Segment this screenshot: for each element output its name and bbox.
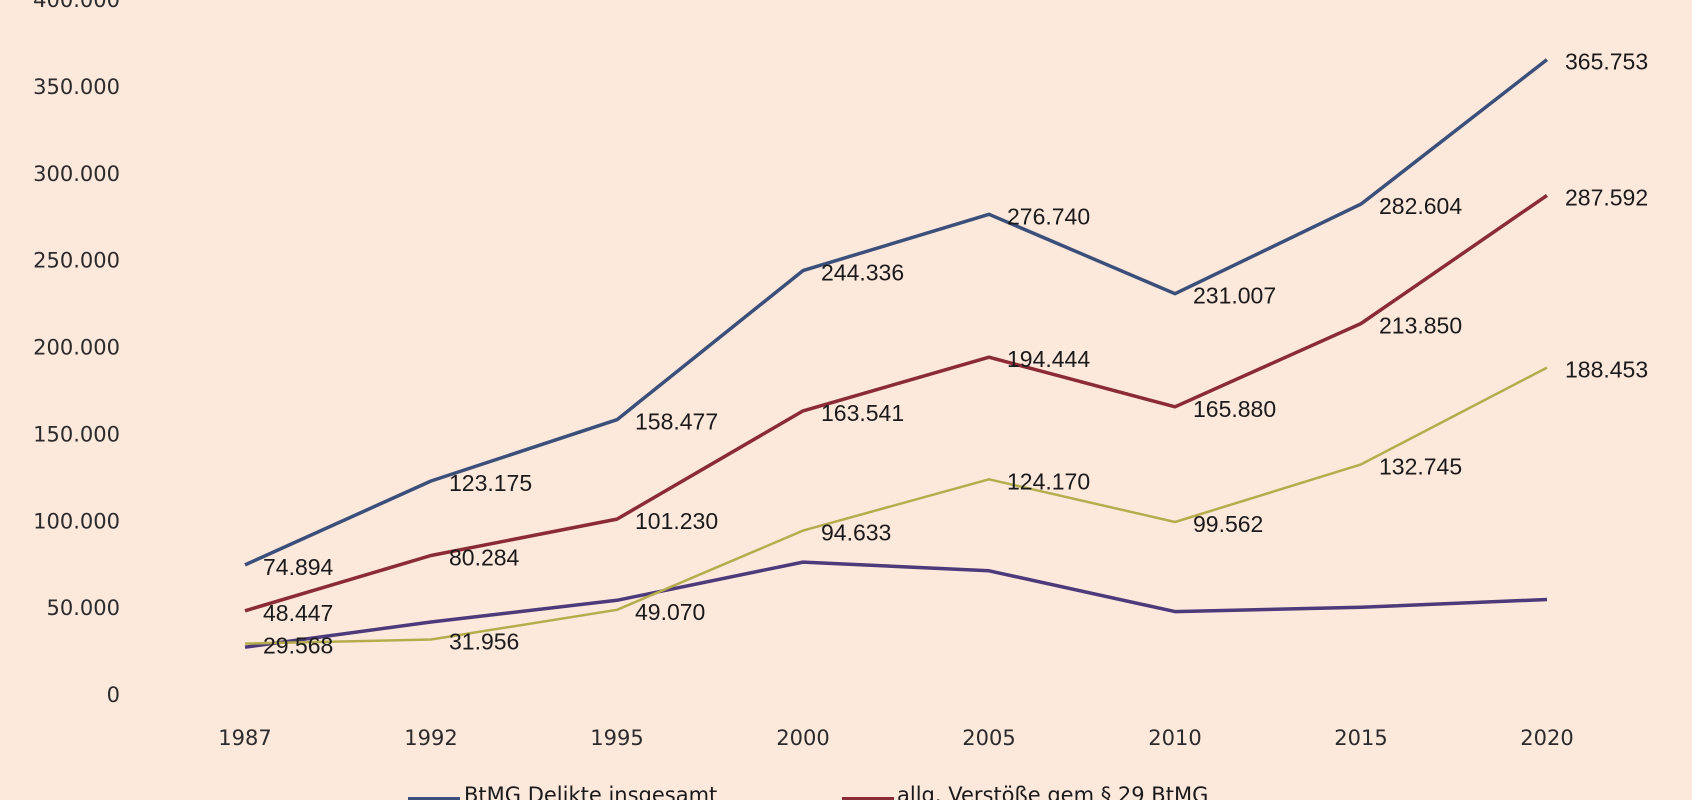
x-tick-label: 2010 xyxy=(1148,726,1201,750)
x-tick-label: 2000 xyxy=(776,726,829,750)
series-lines xyxy=(244,58,1549,649)
data-label-s0: 158.477 xyxy=(635,409,718,435)
data-label-s1: 165.880 xyxy=(1193,396,1276,422)
legend-label-allg-verstoesse: allg. Verstöße gem § 29 BtMG xyxy=(897,783,1208,800)
data-label-s2: 31.956 xyxy=(449,628,519,654)
legend-label-btmg-delikte-insgesamt: BtMG Delikte insgesamt xyxy=(464,783,717,800)
data-label-s0: 276.740 xyxy=(1007,203,1090,229)
data-label-s2: 29.568 xyxy=(263,633,333,659)
y-tick-label: 0 xyxy=(107,683,120,707)
legend: BtMG Delikte insgesamt allg. Verstöße ge… xyxy=(408,783,1208,800)
series-line-3 xyxy=(244,560,1548,649)
data-label-s0: 282.604 xyxy=(1379,193,1462,219)
y-tick-label: 300.000 xyxy=(33,162,120,186)
series-line-2 xyxy=(244,366,1548,645)
data-label-s0: 231.007 xyxy=(1193,283,1276,309)
y-tick-label: 150.000 xyxy=(33,422,120,446)
x-tick-label: 1995 xyxy=(590,726,643,750)
x-tick-label: 2005 xyxy=(962,726,1015,750)
data-label-s2: 132.745 xyxy=(1379,453,1462,479)
y-tick-label: 250.000 xyxy=(33,249,120,273)
data-labels: 74.894 123.175 158.477 244.336 276.740 231.00… xyxy=(263,49,1648,659)
y-tick-label: 350.000 xyxy=(33,75,120,99)
x-axis: 1987 1992 1995 2000 2005 2010 2015 2020 xyxy=(218,726,1573,750)
data-label-s2: 124.170 xyxy=(1007,468,1090,494)
x-tick-label: 2020 xyxy=(1520,726,1573,750)
data-label-s2: 99.562 xyxy=(1193,511,1263,537)
data-label-s1: 48.447 xyxy=(263,600,333,626)
y-tick-label: 200.000 xyxy=(33,336,120,360)
data-label-s0: 244.336 xyxy=(821,260,904,286)
data-label-s0: 123.175 xyxy=(449,470,532,496)
series-line-0 xyxy=(244,58,1549,567)
y-tick-label: 100.000 xyxy=(33,509,120,533)
x-tick-label: 1992 xyxy=(404,726,457,750)
data-label-s1: 101.230 xyxy=(635,508,718,534)
x-tick-label: 1987 xyxy=(218,726,271,750)
data-label-s2: 49.070 xyxy=(635,599,705,625)
data-label-s1: 213.850 xyxy=(1379,313,1462,339)
data-label-s0: 365.753 xyxy=(1565,49,1648,75)
data-label-s1: 287.592 xyxy=(1565,184,1648,210)
y-tick-label: 50.000 xyxy=(47,596,120,620)
y-tick-label: 400.000 xyxy=(33,0,120,12)
data-label-s0: 74.894 xyxy=(263,554,334,580)
series-line-1 xyxy=(244,193,1548,613)
data-label-s1: 80.284 xyxy=(449,545,520,571)
x-tick-label: 2015 xyxy=(1334,726,1387,750)
data-label-s2: 188.453 xyxy=(1565,357,1648,383)
data-label-s1: 194.444 xyxy=(1007,346,1090,372)
data-label-s1: 163.541 xyxy=(821,400,904,426)
y-axis: 0 50.000 100.000 150.000 200.000 250.000 300.0… xyxy=(33,0,120,707)
data-label-s2: 94.633 xyxy=(821,520,891,546)
